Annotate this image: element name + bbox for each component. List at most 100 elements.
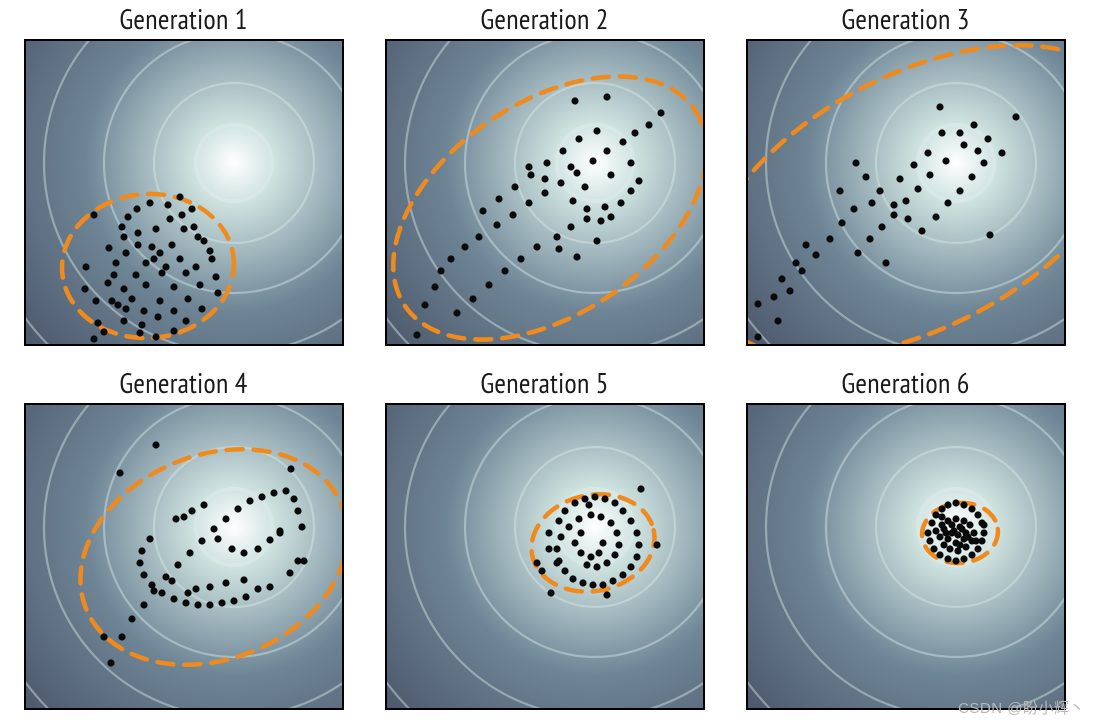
sample-point: [569, 197, 576, 204]
sample-point: [932, 527, 939, 534]
sample-point: [192, 263, 199, 270]
sample-point: [475, 233, 482, 240]
sample-point: [603, 559, 610, 566]
sample-point: [270, 489, 277, 496]
panel-box: [385, 403, 705, 710]
watermark: CSDN @盼小辉丶: [958, 697, 1085, 718]
sample-point: [960, 141, 967, 148]
sample-point: [120, 233, 127, 240]
panel-svg: [387, 405, 705, 710]
sample-point: [421, 301, 428, 308]
sample-point: [509, 211, 516, 218]
background-gradient: [387, 405, 705, 710]
sample-point: [611, 551, 618, 558]
panel-gen5: Generation 5: [383, 364, 706, 710]
panel-box: [746, 39, 1066, 346]
sample-point: [619, 507, 626, 514]
sample-point: [128, 615, 135, 622]
sample-point: [174, 561, 181, 568]
sample-point: [1012, 113, 1019, 120]
sample-point: [501, 267, 508, 274]
panel-box: [24, 403, 344, 710]
sample-point: [162, 263, 169, 270]
sample-point: [561, 567, 568, 574]
sample-point: [166, 215, 173, 222]
sample-point: [627, 563, 634, 570]
sample-point: [182, 317, 189, 324]
sample-point: [276, 529, 283, 536]
sample-point: [180, 513, 187, 520]
sample-point: [579, 579, 586, 586]
sample-point: [555, 517, 562, 524]
sample-point: [192, 585, 199, 592]
panel-gen3: Generation 3: [744, 0, 1067, 346]
sample-point: [645, 121, 652, 128]
sample-point: [960, 501, 967, 508]
sample-point: [607, 213, 614, 220]
sample-point: [266, 583, 273, 590]
sample-point: [986, 231, 993, 238]
sample-point: [926, 537, 933, 544]
sample-point: [778, 275, 785, 282]
sample-point: [138, 547, 145, 554]
sample-point: [176, 255, 183, 262]
sample-point: [170, 327, 177, 334]
sample-point: [603, 147, 610, 154]
sample-point: [653, 541, 660, 548]
sample-point: [158, 589, 165, 596]
sample-point: [469, 295, 476, 302]
sample-point: [970, 529, 977, 536]
sample-point: [930, 545, 937, 552]
sample-point: [896, 175, 903, 182]
sample-point: [571, 97, 578, 104]
sample-point: [633, 529, 640, 536]
sample-point: [952, 515, 959, 522]
sample-point: [214, 289, 221, 296]
sample-point: [511, 183, 518, 190]
sample-point: [170, 283, 177, 290]
sample-point: [944, 199, 951, 206]
sample-point: [585, 501, 592, 508]
sample-point: [587, 511, 594, 518]
sample-point: [956, 187, 963, 194]
sample-point: [184, 589, 191, 596]
sample-point: [413, 331, 420, 338]
sample-point: [852, 159, 859, 166]
sample-point: [599, 539, 606, 546]
sample-point: [619, 571, 626, 578]
sample-point: [876, 187, 883, 194]
sample-point: [108, 297, 115, 304]
panel-title: Generation 2: [480, 0, 608, 37]
panel-grid: Generation 1Generation 2Generation 3Gene…: [22, 0, 1067, 710]
sample-point: [627, 159, 634, 166]
sample-point: [485, 281, 492, 288]
sample-point: [577, 529, 584, 536]
sample-point: [128, 295, 135, 302]
sample-point: [595, 549, 602, 556]
sample-point: [754, 333, 761, 340]
sample-point: [246, 497, 253, 504]
sample-point: [559, 147, 566, 154]
sample-point: [198, 305, 205, 312]
sample-point: [206, 601, 213, 608]
sample-point: [136, 559, 143, 566]
panel-box: [746, 403, 1066, 710]
sample-point: [545, 545, 552, 552]
sample-point: [944, 501, 951, 508]
sample-point: [154, 313, 161, 320]
sample-point: [82, 263, 89, 270]
sample-point: [786, 287, 793, 294]
panel-svg: [387, 41, 705, 346]
sample-point: [792, 259, 799, 266]
background-gradient: [748, 41, 1066, 346]
sample-point: [298, 523, 305, 530]
panel-svg: [26, 41, 344, 346]
sample-point: [946, 545, 953, 552]
sample-point: [924, 149, 931, 156]
sample-point: [140, 601, 147, 608]
sample-point: [575, 135, 582, 142]
sample-point: [601, 203, 608, 210]
panel-box: [385, 39, 705, 346]
sample-point: [100, 328, 107, 335]
sample-point: [541, 189, 548, 196]
